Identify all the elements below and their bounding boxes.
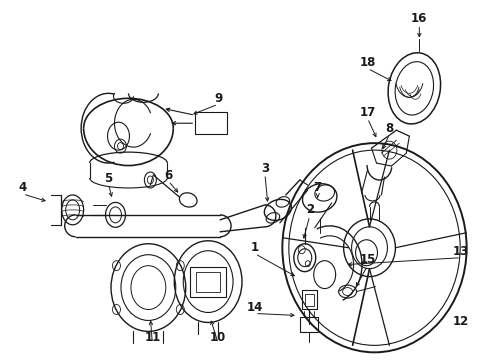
Text: 12: 12 xyxy=(453,315,469,328)
Text: 5: 5 xyxy=(104,171,113,185)
Bar xyxy=(302,289,317,310)
Text: 17: 17 xyxy=(359,106,376,119)
Text: 11: 11 xyxy=(144,331,161,344)
Text: 7: 7 xyxy=(314,181,322,194)
Text: 6: 6 xyxy=(164,168,172,181)
Bar xyxy=(305,293,314,306)
Text: 13: 13 xyxy=(453,245,469,258)
Bar xyxy=(190,267,226,297)
Text: 15: 15 xyxy=(359,253,376,266)
Text: 2: 2 xyxy=(306,203,314,216)
Text: 14: 14 xyxy=(247,301,263,314)
Text: 1: 1 xyxy=(251,241,259,254)
Bar xyxy=(195,112,227,134)
Text: 4: 4 xyxy=(19,181,27,194)
Text: 10: 10 xyxy=(210,331,226,344)
Text: 9: 9 xyxy=(214,92,222,105)
Text: 16: 16 xyxy=(411,12,427,25)
Bar xyxy=(300,318,318,332)
Bar xyxy=(196,272,220,292)
Text: 18: 18 xyxy=(359,56,376,69)
Text: 8: 8 xyxy=(385,122,393,135)
Text: 3: 3 xyxy=(261,162,269,175)
